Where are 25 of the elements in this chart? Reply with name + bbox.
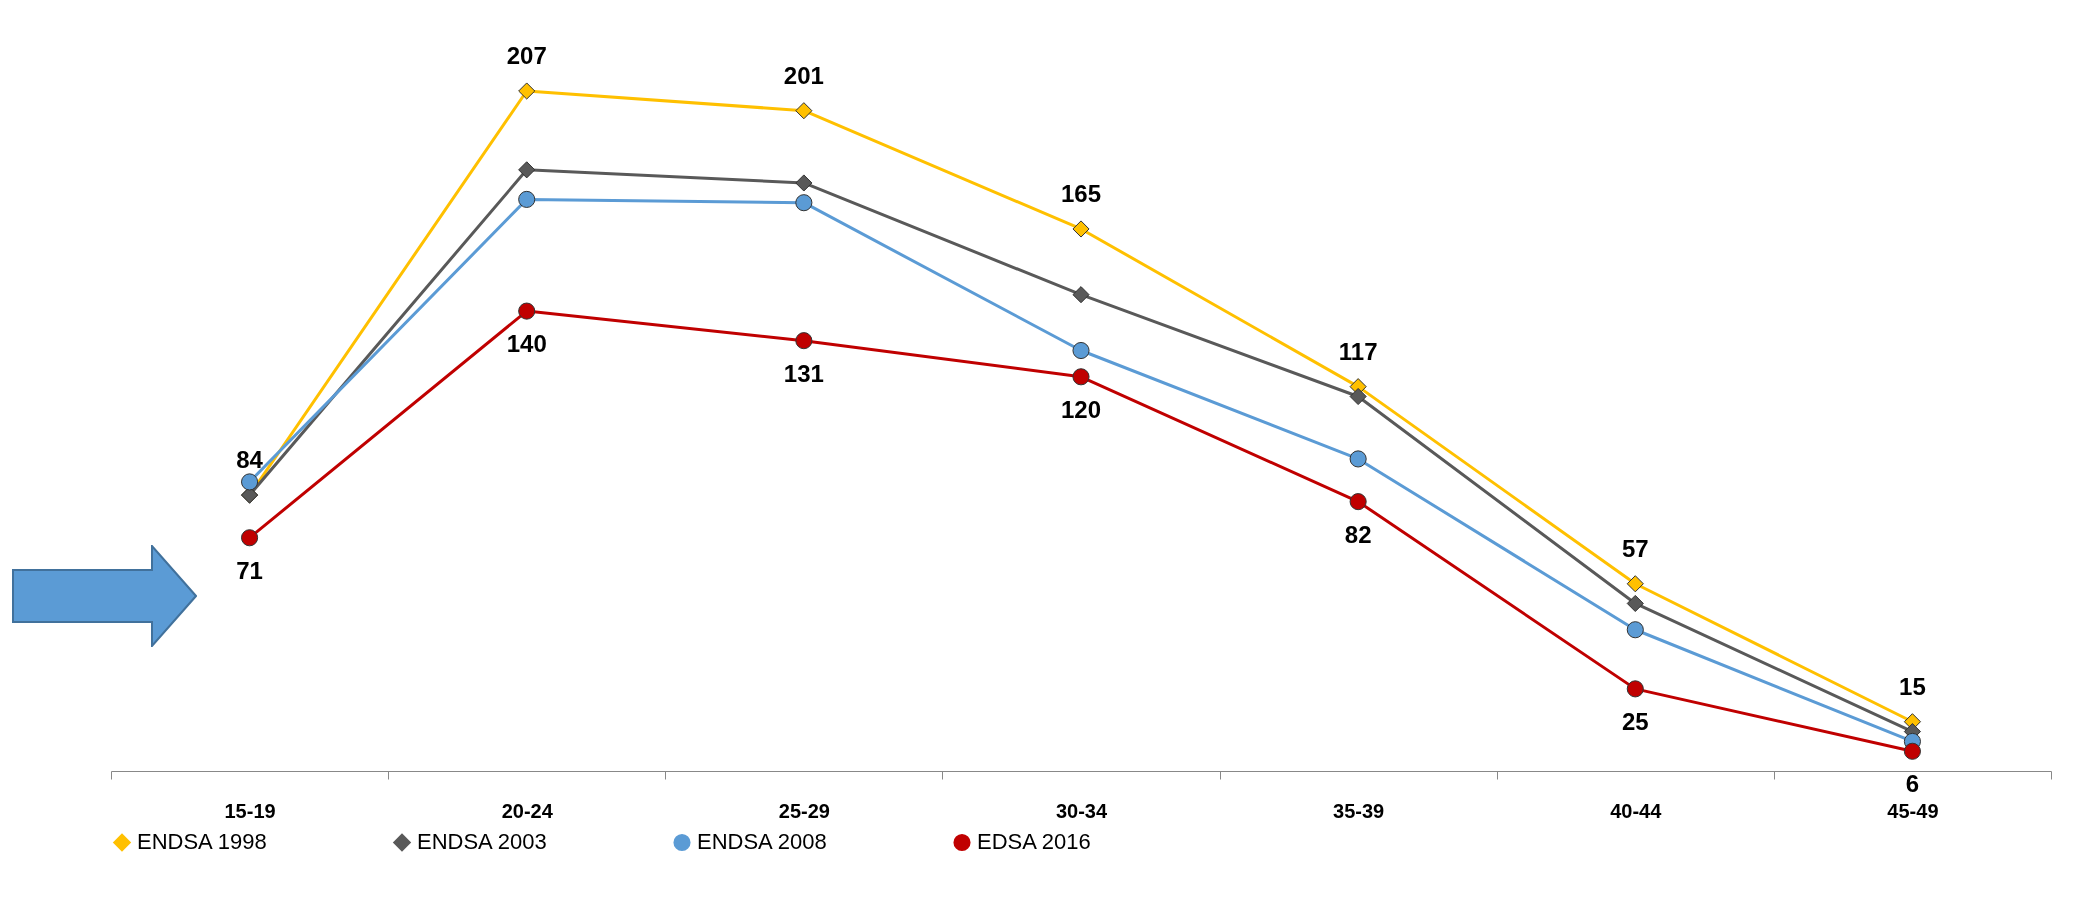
data-label: 201 bbox=[783, 61, 824, 89]
x-tick-label: 25-29 bbox=[778, 799, 830, 822]
data-label: 207 bbox=[506, 42, 547, 69]
x-tick-label: 35-39 bbox=[1333, 799, 1385, 822]
data-label: 57 bbox=[1621, 534, 1649, 562]
data-label: 25 bbox=[1621, 707, 1649, 735]
legend-label: EDSA 2016 bbox=[977, 829, 1091, 855]
x-tick-label: 15-19 bbox=[224, 799, 276, 822]
data-label: 117 bbox=[1338, 337, 1378, 365]
data-label: 131 bbox=[783, 359, 824, 387]
legend-label: ENDSA 2008 bbox=[697, 829, 827, 855]
data-label: 120 bbox=[1060, 395, 1102, 423]
legend-label: ENDSA 2003 bbox=[417, 829, 547, 855]
data-label: 6 bbox=[1905, 770, 1920, 798]
data-label: 15 bbox=[1899, 672, 1926, 700]
data-label: 165 bbox=[1060, 179, 1102, 207]
legend-label: ENDSA 1998 bbox=[137, 829, 267, 855]
x-tick-label: 45-49 bbox=[1887, 799, 1939, 822]
x-tick-label: 40-44 bbox=[1610, 799, 1663, 822]
data-label: 140 bbox=[506, 330, 547, 358]
data-label: 82 bbox=[1344, 520, 1372, 548]
x-tick-label: 30-34 bbox=[1055, 799, 1108, 822]
data-label: 84 bbox=[236, 446, 264, 474]
x-tick-label: 20-24 bbox=[501, 799, 554, 822]
data-label: 71 bbox=[236, 556, 263, 584]
